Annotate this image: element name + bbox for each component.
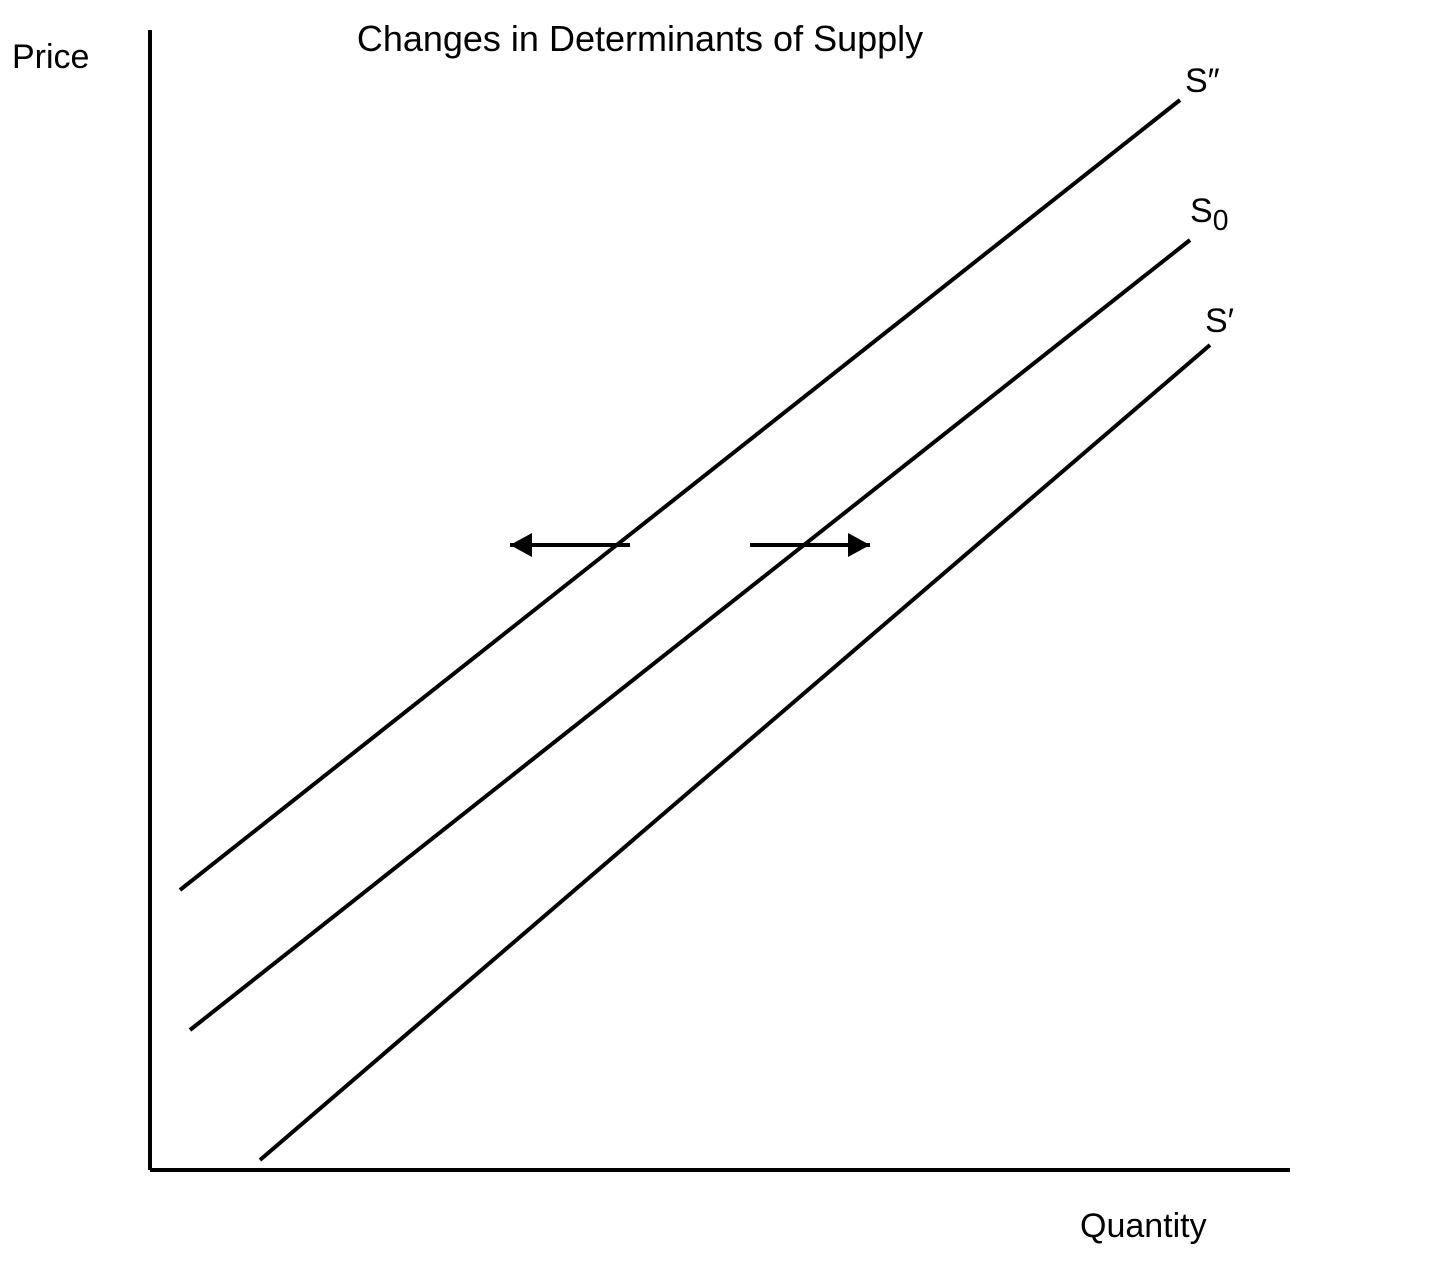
- shift-arrow-left: [510, 533, 630, 557]
- supply-curve-s_zero: [190, 240, 1190, 1030]
- axes: [150, 30, 1290, 1170]
- shift-arrow-right: [750, 533, 870, 557]
- curve-label-s_zero: S0: [1190, 192, 1228, 238]
- supply-curves: [180, 100, 1210, 1160]
- supply-curve-s_double_prime: [180, 100, 1180, 890]
- curve-label-s_double_prime: S″: [1185, 62, 1220, 101]
- supply-curve-s_prime: [260, 345, 1210, 1160]
- chart-stage: Changes in Determinants of Supply Price …: [0, 0, 1442, 1275]
- x-axis-label: Quantity: [1080, 1207, 1207, 1246]
- chart-title: Changes in Determinants of Supply: [270, 18, 1010, 60]
- curve-label-s_prime: S′: [1205, 302, 1234, 341]
- y-axis-label: Price: [12, 38, 89, 77]
